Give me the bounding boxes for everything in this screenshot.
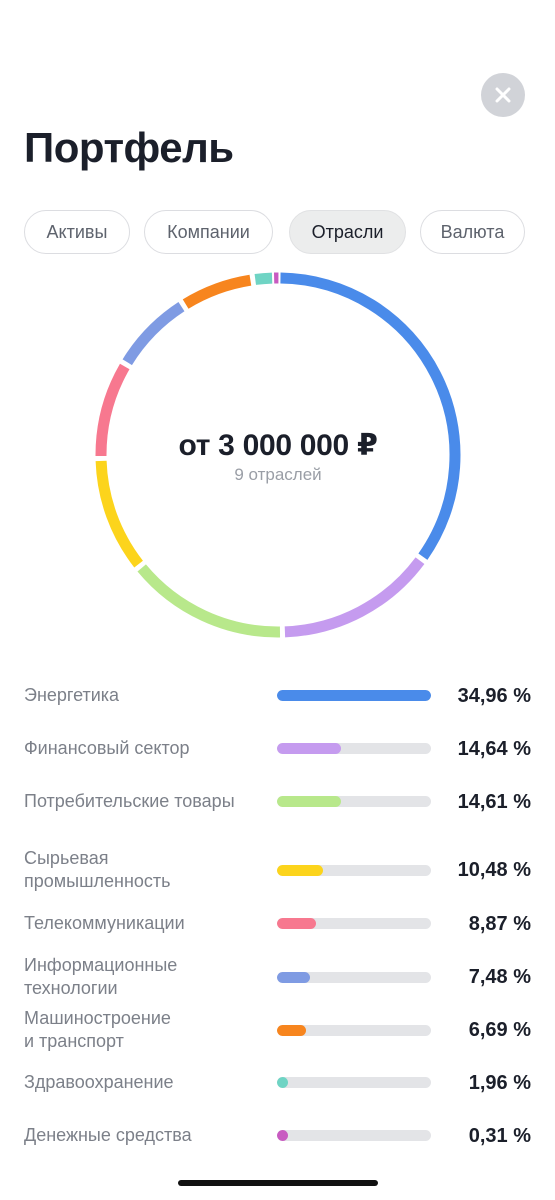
tab-assets[interactable]: Активы [24, 210, 130, 254]
sector-bar-fill [277, 690, 431, 701]
sector-bar-track [277, 690, 431, 701]
sector-percent: 8,87 % [468, 912, 531, 935]
sector-name: Здравоохранение [24, 1072, 174, 1092]
donut-segment-6 [122, 302, 185, 366]
home-indicator[interactable] [178, 1180, 378, 1186]
sector-bar-track [277, 1077, 431, 1088]
sector-name: Финансовый сектор [24, 738, 190, 758]
donut-segment-4 [95, 460, 143, 568]
sector-name: Сырьевая промышленность [24, 848, 171, 891]
close-button[interactable] [481, 73, 525, 117]
sector-name: Энергетика [24, 685, 120, 705]
sector-bar-track [277, 971, 431, 983]
view-tabs: Активы Компании Отрасли Валюта [0, 210, 555, 256]
sector-bar-track [277, 918, 431, 929]
tab-industries[interactable]: Отрасли [289, 210, 406, 254]
sector-name: Телекоммуникации [24, 913, 185, 933]
donut-segment-8 [254, 272, 273, 285]
sector-name: Потребительские товары [24, 791, 235, 811]
sector-percent: 14,61 % [457, 790, 531, 813]
sector-donut-chart: от 3 000 000 ₽ 9 отраслей [93, 270, 463, 640]
sector-percent: 1,96 % [468, 1071, 531, 1094]
sector-percent: 0,31 % [468, 1124, 531, 1147]
donut-segment-5 [95, 363, 130, 457]
sector-name: Денежные средства [24, 1125, 192, 1145]
sector-percent: 10,48 % [457, 859, 531, 881]
sector-bar-track [277, 743, 431, 754]
donut-segment-2 [284, 557, 425, 638]
sector-bar-fill [277, 796, 342, 807]
sector-name: Информационные технологии [24, 955, 178, 998]
page-title: Портфель [24, 124, 234, 171]
sector-bar-track [277, 1130, 431, 1141]
sector-count: 9 отраслей [234, 465, 322, 484]
donut-segment-7 [182, 274, 252, 309]
portfolio-amount: от 3 000 000 ₽ [178, 429, 378, 462]
sector-bar-fill [277, 1130, 288, 1141]
donut-center: от 3 000 000 ₽ 9 отраслей [93, 428, 463, 486]
close-icon [494, 86, 512, 104]
tab-currency[interactable]: Валюта [420, 210, 525, 254]
sector-bar-fill [277, 864, 324, 876]
donut-segment-3 [137, 564, 281, 638]
sector-bar-track [277, 1024, 431, 1036]
sector-bar-track [277, 796, 431, 807]
tab-companies[interactable]: Компании [144, 210, 273, 254]
sector-bar-track [277, 864, 431, 876]
sector-bar-fill [277, 1077, 288, 1088]
sector-name: Машиностроение и транспорт [24, 1008, 171, 1051]
donut-segment-1 [280, 272, 461, 560]
sector-percent: 7,48 % [468, 966, 531, 988]
sector-percent: 34,96 % [457, 684, 531, 707]
sector-bar-fill [277, 1024, 307, 1036]
donut-svg [95, 272, 461, 638]
sector-percent: 14,64 % [457, 737, 531, 760]
sector-bar-fill [277, 918, 317, 929]
sector-bar-fill [277, 971, 310, 983]
sector-bar-fill [277, 743, 342, 754]
sector-percent: 6,69 % [468, 1019, 531, 1041]
